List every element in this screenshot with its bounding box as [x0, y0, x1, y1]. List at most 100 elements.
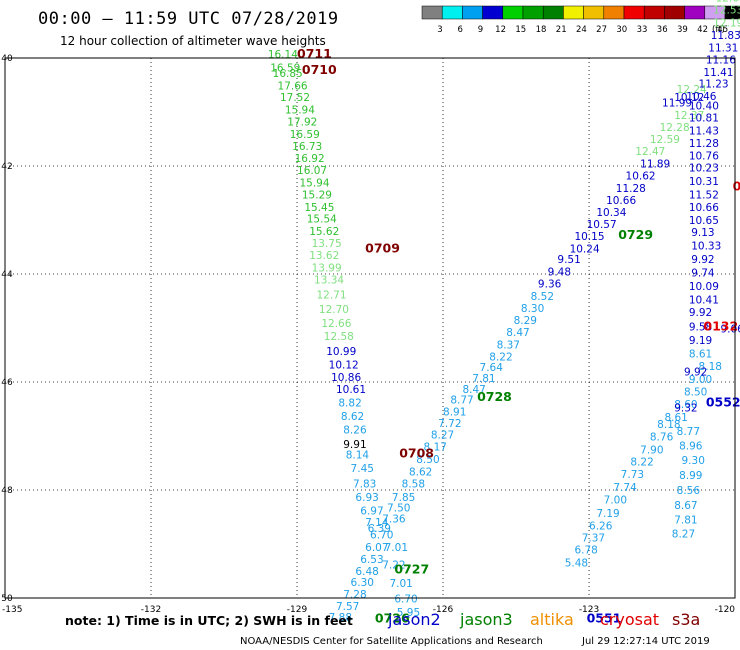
wave-height-value: 16.14 — [268, 49, 298, 61]
wave-height-value: 10.99 — [326, 346, 356, 358]
wave-height-value: 6.97 — [360, 505, 383, 517]
color-scale-label: 18 — [536, 25, 547, 35]
wave-height-value: 7.64 — [480, 362, 504, 374]
wave-height-value: 12.28 — [660, 122, 690, 134]
color-scale-swatch — [482, 5, 504, 20]
color-scale-label: 45 — [717, 25, 728, 35]
color-scale-swatch — [542, 5, 564, 20]
pass-time-label: 0708 — [399, 446, 434, 461]
wave-height-value: 7.37 — [582, 532, 605, 544]
satellite-name-altika: altika — [530, 610, 574, 629]
wave-height-value: 10.81 — [689, 113, 719, 125]
wave-height-value: 7.00 — [604, 495, 627, 507]
lat-label: 50 — [1, 594, 13, 604]
wave-height-value: 10.65 — [689, 215, 719, 227]
color-scale-label: 70 — [738, 25, 740, 35]
color-scale-label: 15 — [515, 25, 526, 35]
pass-time-label: 0710 — [302, 62, 337, 77]
wave-height-value: 7.01 — [389, 578, 412, 590]
wave-height-value: 16.59 — [270, 63, 300, 75]
wave-height-value: 5.48 — [565, 558, 588, 570]
map-subtitle: 12 hour collection of altimeter wave hei… — [60, 34, 326, 48]
wave-height-value: 7.50 — [387, 503, 410, 515]
lon-label: -126 — [433, 605, 454, 615]
lon-label: -120 — [715, 605, 736, 615]
lat-label: 40 — [1, 54, 13, 64]
color-scale-swatch — [724, 5, 740, 20]
satellite-name-cryosat: cryosat — [600, 610, 659, 629]
pass-time-label: 0729 — [618, 227, 653, 242]
lat-label: 46 — [1, 378, 13, 388]
wave-height-value: 10.46 — [686, 91, 716, 103]
color-scale-swatch — [441, 5, 463, 20]
pass-time-label: 013 — [733, 178, 740, 193]
wave-height-value: 7.19 — [596, 508, 619, 520]
wave-height-value: 9.92 — [691, 254, 714, 266]
wave-height-value: 7.85 — [392, 492, 415, 504]
wave-height-value: 11.43 — [689, 126, 719, 138]
wave-height-value: 9.58 — [689, 322, 712, 334]
wave-height-value: 7.14 — [365, 517, 389, 529]
wave-height-value: 8.18 — [699, 361, 722, 373]
color-scale-label: 24 — [576, 25, 587, 35]
wave-height-value: 8.76 — [650, 431, 674, 443]
wave-height-value: 10.34 — [596, 207, 626, 219]
satellite-legend: jason2 jason3 altika cryosat s3a — [387, 610, 700, 629]
pass-time-label: 0726 — [375, 610, 410, 625]
satellite-name-jason2: jason2 — [387, 610, 441, 629]
wave-height-value: 7.81 — [472, 373, 495, 385]
wave-height-value: 12.53 — [713, 5, 740, 17]
generated-timestamp: Jul 29 12:27:14 UTC 2019 — [581, 636, 710, 647]
color-scale-label: 33 — [637, 25, 648, 35]
color-scale-swatch — [664, 5, 685, 20]
wave-height-value: 16.73 — [292, 141, 322, 153]
wave-height-value: 15.62 — [309, 226, 339, 238]
wave-height-value: 6.53 — [360, 554, 383, 566]
color-scale-label: 39 — [677, 25, 688, 35]
satellite-name-jason3: jason3 — [459, 610, 513, 629]
lon-label: -129 — [287, 605, 308, 615]
lat-label: 44 — [1, 270, 13, 280]
wave-height-value: 9.92 — [689, 307, 712, 319]
wave-height-value: 8.50 — [684, 387, 707, 399]
wave-height-value: 7.28 — [343, 589, 366, 601]
wave-height-value: 11.28 — [689, 138, 719, 150]
axis-labels: 40 42 44 46 48 50-135 -132 -129 -126 -123 -120 — [1, 54, 735, 615]
color-scale-swatch — [522, 5, 544, 20]
wave-height-value: 15.94 — [285, 105, 315, 117]
wave-height-value: 11.83 — [711, 30, 740, 42]
wave-height-value: 15.54 — [307, 214, 337, 226]
wave-height-value: 9.19 — [689, 335, 712, 347]
wave-height-value: 17.66 — [278, 80, 308, 92]
pass-time-label: 0727 — [394, 562, 429, 577]
wave-height-value: 6.70 — [370, 530, 393, 542]
wave-height-value: 12.59 — [650, 134, 680, 146]
color-scale-swatch — [421, 5, 443, 20]
wave-height-value: 10.86 — [331, 372, 361, 384]
color-scale-legend: 36912151821242730333639424570(ft) — [421, 5, 740, 35]
wave-height-value: 8.62 — [341, 411, 364, 423]
wave-height-value: 9.13 — [691, 227, 714, 239]
wave-height-value: 8.29 — [514, 315, 537, 327]
wave-height-value: 8.22 — [630, 457, 653, 469]
color-scale-swatch — [563, 5, 584, 20]
wave-height-value: 8.18 — [657, 419, 680, 431]
pass-time-label: 0132 — [703, 319, 738, 334]
wave-height-value: 15.94 — [299, 178, 329, 190]
wave-height-value: 10.23 — [689, 162, 719, 174]
wave-height-value: 13.99 — [312, 262, 342, 274]
wave-height-value: 10.66 — [606, 195, 636, 207]
wave-height-value: 8.30 — [521, 303, 544, 315]
wave-height-value: 10.12 — [329, 360, 359, 372]
wave-height-value: 12.63 — [716, 0, 740, 4]
wave-height-value: 11.31 — [708, 43, 738, 55]
wave-height-value: 11.16 — [706, 54, 736, 66]
wave-height-value: 16.92 — [295, 153, 325, 165]
color-scale-unit: (ft) — [712, 25, 725, 35]
color-scale-swatch — [603, 5, 625, 20]
wave-height-value: 15.45 — [304, 202, 334, 214]
color-scale-label: 9 — [478, 25, 483, 35]
wave-height-value: 8.27 — [672, 529, 695, 541]
wave-height-value: 11.89 — [640, 159, 670, 171]
color-scale-label: 36 — [657, 25, 668, 35]
